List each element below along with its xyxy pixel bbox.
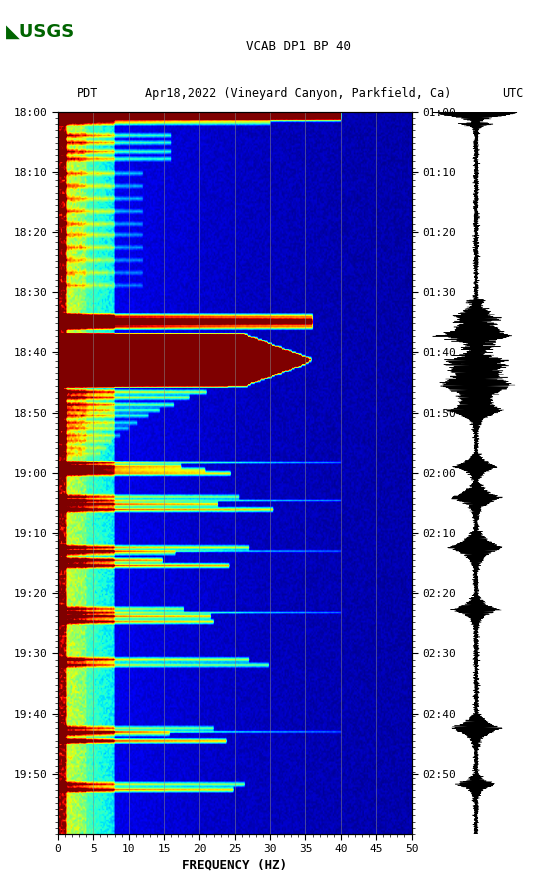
X-axis label: FREQUENCY (HZ): FREQUENCY (HZ) (182, 859, 287, 871)
Text: VCAB DP1 BP 40: VCAB DP1 BP 40 (246, 40, 351, 54)
Text: Apr18,2022 (Vineyard Canyon, Parkfield, Ca): Apr18,2022 (Vineyard Canyon, Parkfield, … (145, 87, 452, 100)
Text: PDT: PDT (77, 87, 99, 100)
Text: ◣USGS: ◣USGS (6, 22, 75, 40)
Text: UTC: UTC (502, 87, 524, 100)
